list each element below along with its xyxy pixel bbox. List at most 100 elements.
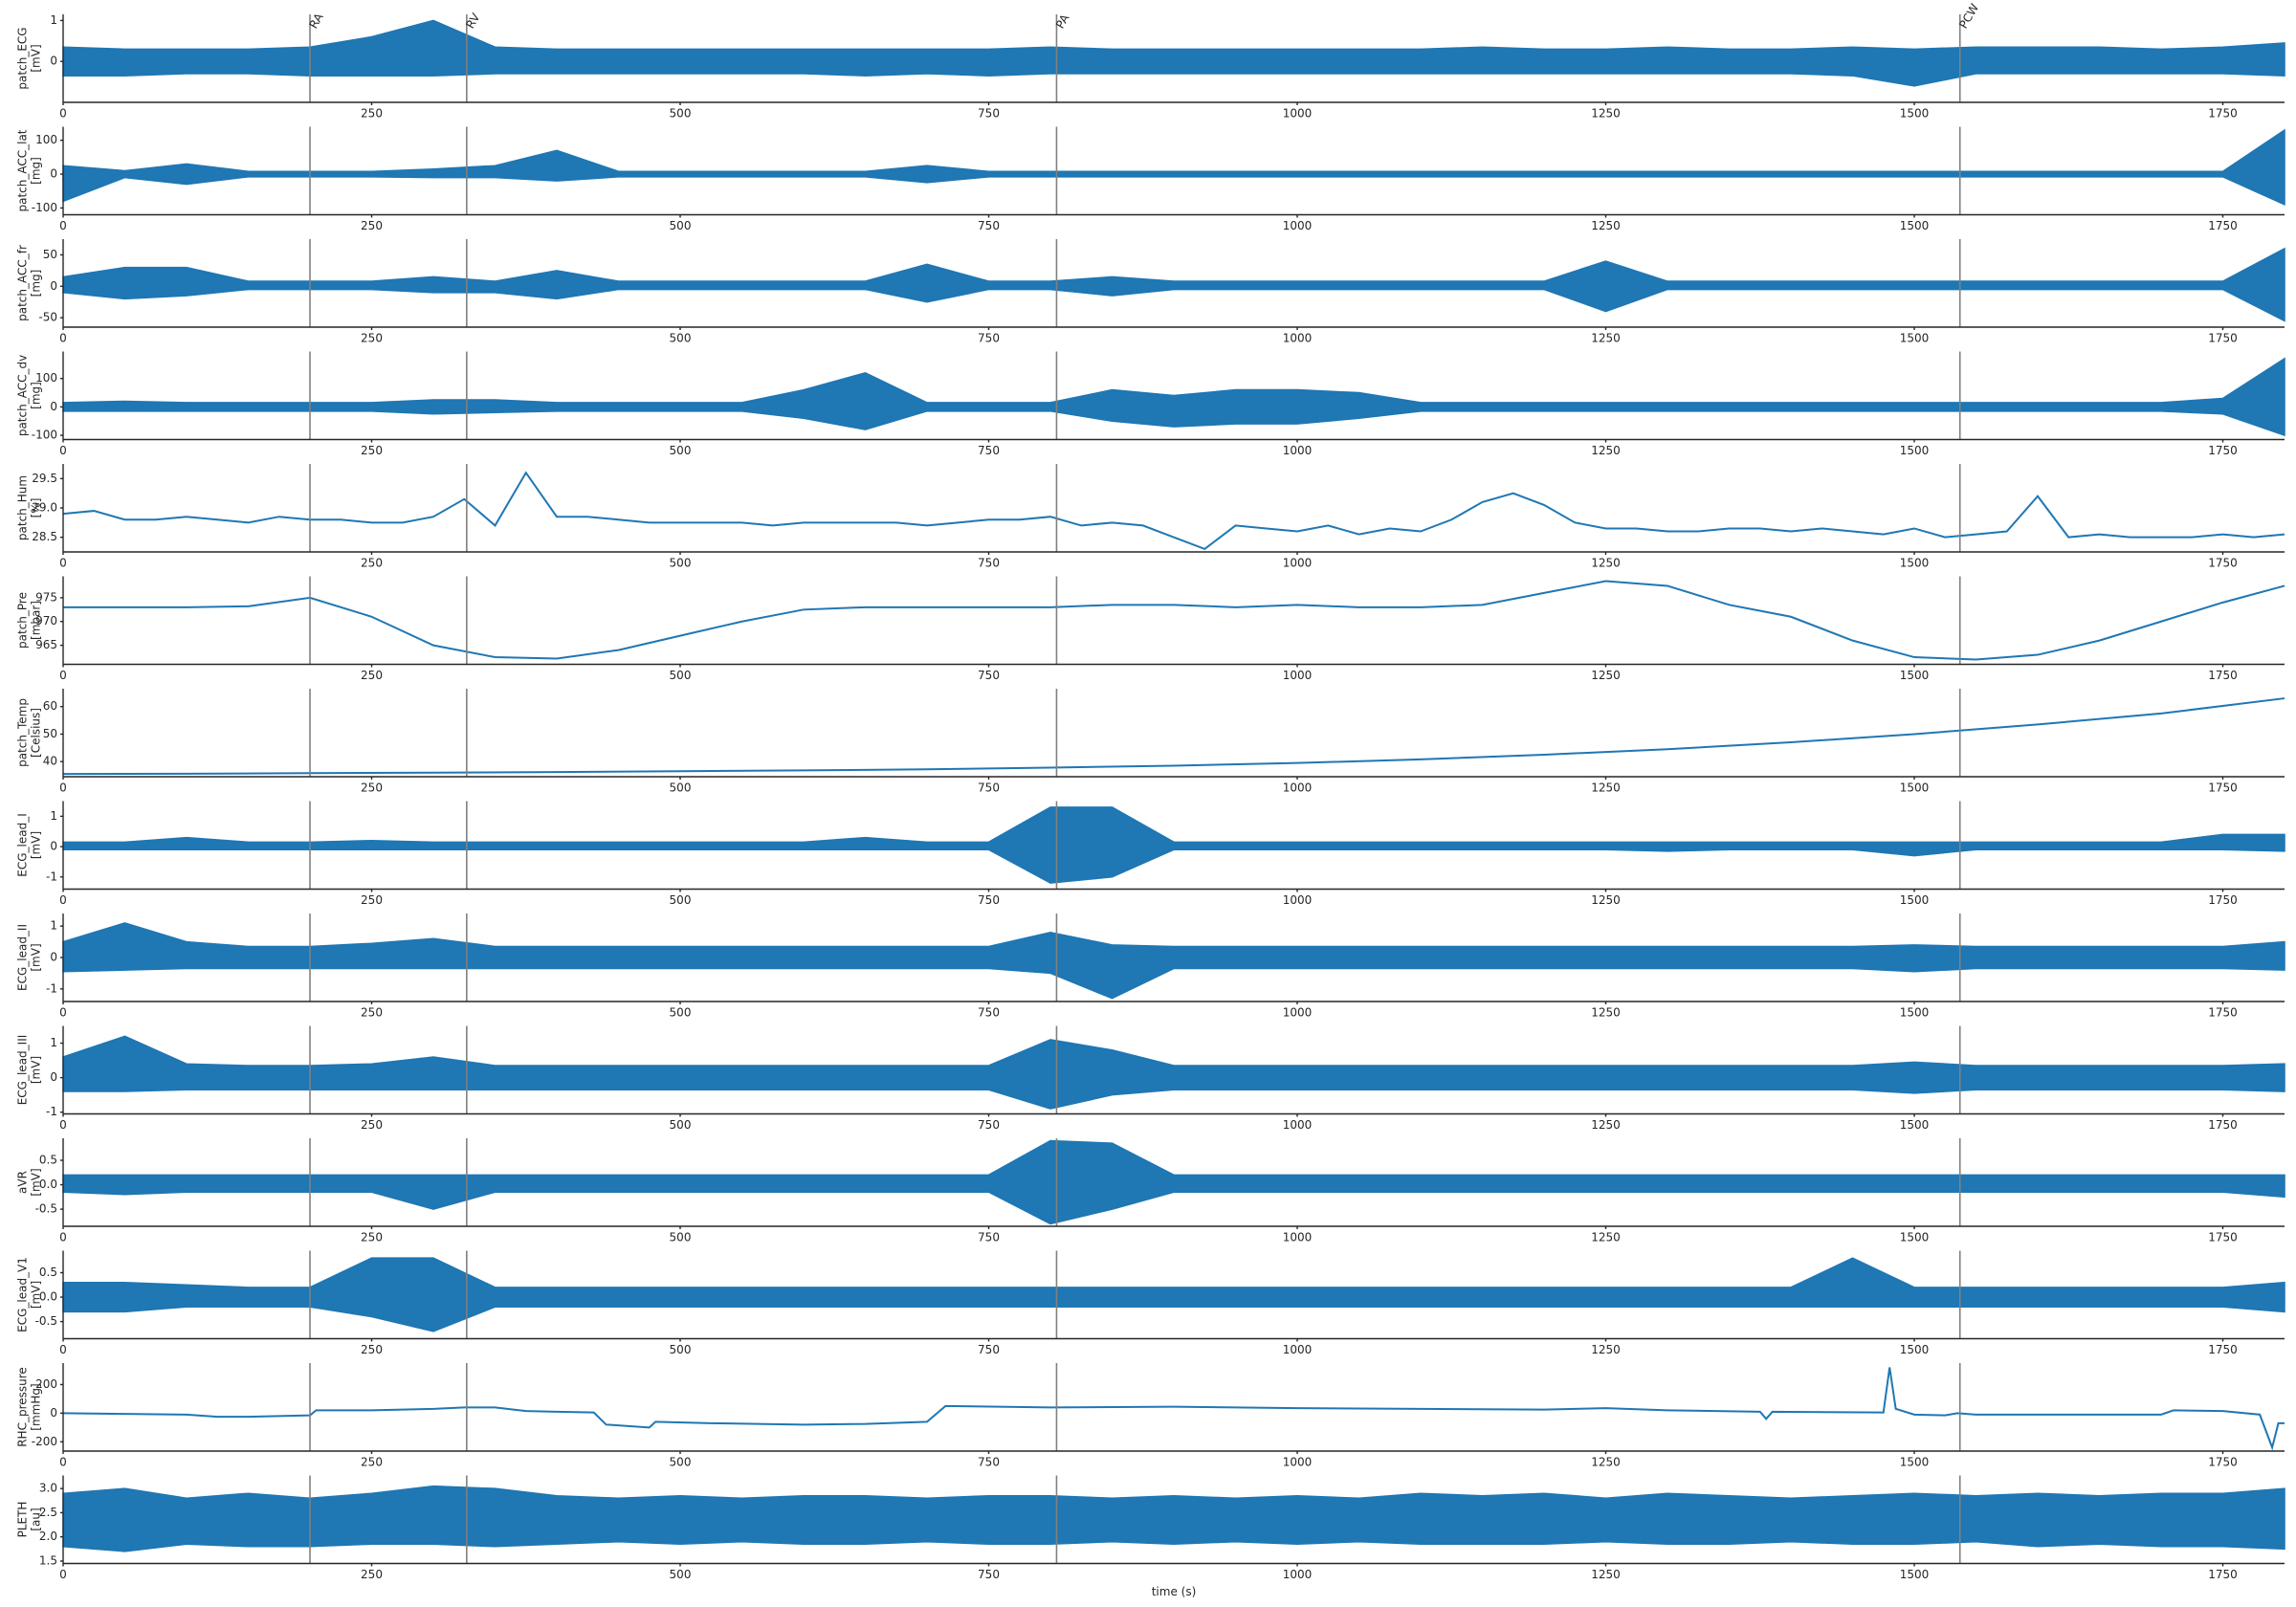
x-tick-label: 250 (361, 557, 383, 570)
x-tick-label: 500 (670, 1343, 692, 1356)
x-tick-label: 1500 (1900, 1006, 1930, 1020)
x-tick-label: 1500 (1900, 893, 1930, 907)
x-tick-label: 1750 (2208, 1231, 2238, 1244)
panel: patch_Temp [Celsius]60 50 400 250 500 750 1000 1… (16, 689, 2285, 795)
y-tick-label: 0.0 (39, 1290, 57, 1304)
x-tick-label: 1750 (2208, 669, 2238, 682)
y-tick-label: 0 (50, 1406, 57, 1420)
x-tick-label: 750 (978, 1343, 1000, 1356)
y-axis-label: patch_Pre (16, 592, 30, 649)
y-axis-label: [mg] (30, 157, 43, 185)
y-tick-label: -0.5 (35, 1202, 57, 1216)
x-tick-label: 250 (361, 1568, 383, 1581)
x-tick-label: 250 (361, 781, 383, 795)
x-tick-label: 1000 (1283, 219, 1313, 232)
x-tick-label: 750 (978, 893, 1000, 907)
x-tick-label: 1750 (2208, 1568, 2238, 1581)
signal-band (62, 922, 2285, 1000)
x-tick-label: 1000 (1283, 1343, 1313, 1356)
y-axis-label: [mV] (30, 831, 43, 859)
signal-band (62, 1139, 2285, 1225)
x-tick-label: 0 (59, 219, 67, 232)
signal-line (62, 697, 2285, 776)
x-tick-label: 500 (670, 557, 692, 570)
panel: patch_ECG [mV] 1 0 0 250 500 750 1000 1250 1500 175… (16, 1, 2285, 121)
y-axis-label: [mV] (30, 1168, 43, 1196)
x-tick-label: 0 (59, 444, 67, 457)
signal-line (62, 1367, 2285, 1451)
y-axis-label: [mg] (30, 270, 43, 297)
signal-band (62, 357, 2285, 437)
y-tick-label: -1 (46, 981, 57, 995)
x-tick-label: 250 (361, 444, 383, 457)
y-tick-label: -0.5 (35, 1314, 57, 1328)
y-tick-label: 0 (50, 167, 57, 181)
x-tick-label: 1500 (1900, 669, 1930, 682)
x-tick-label: 250 (361, 1343, 383, 1356)
x-tick-label: 500 (670, 1231, 692, 1244)
x-tick-label: 250 (361, 332, 383, 345)
x-tick-label: 0 (59, 669, 67, 682)
x-tick-label: 1250 (1591, 1456, 1621, 1469)
y-tick-label: 1 (50, 919, 57, 933)
x-tick-label: 500 (670, 1118, 692, 1132)
x-tick-label: 1500 (1900, 1343, 1930, 1356)
x-tick-label: 500 (670, 1006, 692, 1020)
panel: patch_ACC_lat [mg]1000-1000 250 500 750 1000 1… (16, 126, 2285, 232)
y-axis-label: patch_Hum (16, 475, 30, 540)
y-axis-label: [mg] (30, 382, 43, 409)
x-tick-label: 250 (361, 1118, 383, 1132)
x-tick-label: 0 (59, 1568, 67, 1581)
x-tick-label: 1750 (2208, 332, 2238, 345)
x-tick-label: 1000 (1283, 1456, 1313, 1469)
panel: ECG_lead_V1 [mV] 0.5 0.0 -0.5 0 250 500 750 1000 1… (16, 1250, 2285, 1356)
x-tick-label: 1750 (2208, 1343, 2238, 1356)
signal-band (62, 247, 2285, 322)
y-tick-label: 1.5 (39, 1553, 57, 1567)
x-tick-label: 750 (978, 1118, 1000, 1132)
x-axis-label: time (s) (1152, 1585, 1197, 1598)
x-tick-label: 750 (978, 1568, 1000, 1581)
x-tick-label: 500 (670, 1568, 692, 1581)
y-tick-label: 3.0 (39, 1482, 57, 1495)
y-axis-label: [mV] (30, 1281, 43, 1309)
x-tick-label: 1500 (1900, 107, 1930, 121)
y-axis-label: aVR (16, 1171, 30, 1194)
x-tick-label: 1500 (1900, 1231, 1930, 1244)
y-axis-label: [mmHg] (30, 1383, 43, 1430)
panel: ECG_lead_I [mV]10-10 250 500 750 1000 1250 1500… (16, 801, 2285, 907)
y-tick-label: 0.5 (39, 1266, 57, 1279)
panel: patch_Hum [%] 29.5 29.0 28.5 0 250 500 750 1000 12… (16, 464, 2285, 570)
x-tick-label: 750 (978, 557, 1000, 570)
x-tick-label: 750 (978, 1456, 1000, 1469)
y-tick-label: 100 (35, 133, 57, 146)
y-tick-label: 0.5 (39, 1154, 57, 1167)
x-tick-label: 1000 (1283, 557, 1313, 570)
x-tick-label: 1500 (1900, 781, 1930, 795)
x-tick-label: 1000 (1283, 1006, 1313, 1020)
x-tick-label: 750 (978, 1006, 1000, 1020)
x-tick-label: 1250 (1591, 444, 1621, 457)
y-tick-label: 970 (35, 614, 57, 627)
panel: patch_ACC_fr [mg]500-500 250 500 750 1000 1250… (16, 239, 2285, 345)
y-axis-label: [Celsius] (30, 708, 43, 758)
x-tick-label: 1000 (1283, 107, 1313, 121)
signal-band (62, 128, 2285, 207)
signal-band (62, 1035, 2285, 1110)
x-tick-label: 1250 (1591, 219, 1621, 232)
y-tick-label: 965 (35, 638, 57, 651)
x-tick-label: 500 (670, 781, 692, 795)
x-tick-label: 1250 (1591, 1568, 1621, 1581)
signal-band (62, 1257, 2285, 1332)
x-tick-label: 500 (670, 332, 692, 345)
x-tick-label: 1000 (1283, 1118, 1313, 1132)
y-tick-label: 200 (35, 1377, 57, 1391)
x-tick-label: 250 (361, 107, 383, 121)
y-tick-label: 0.0 (39, 1178, 57, 1191)
signal-line (62, 471, 2285, 551)
y-axis-label: ECG_lead_III (16, 1035, 30, 1106)
x-tick-label: 0 (59, 107, 67, 121)
x-tick-label: 1750 (2208, 107, 2238, 121)
x-tick-label: 1250 (1591, 1118, 1621, 1132)
